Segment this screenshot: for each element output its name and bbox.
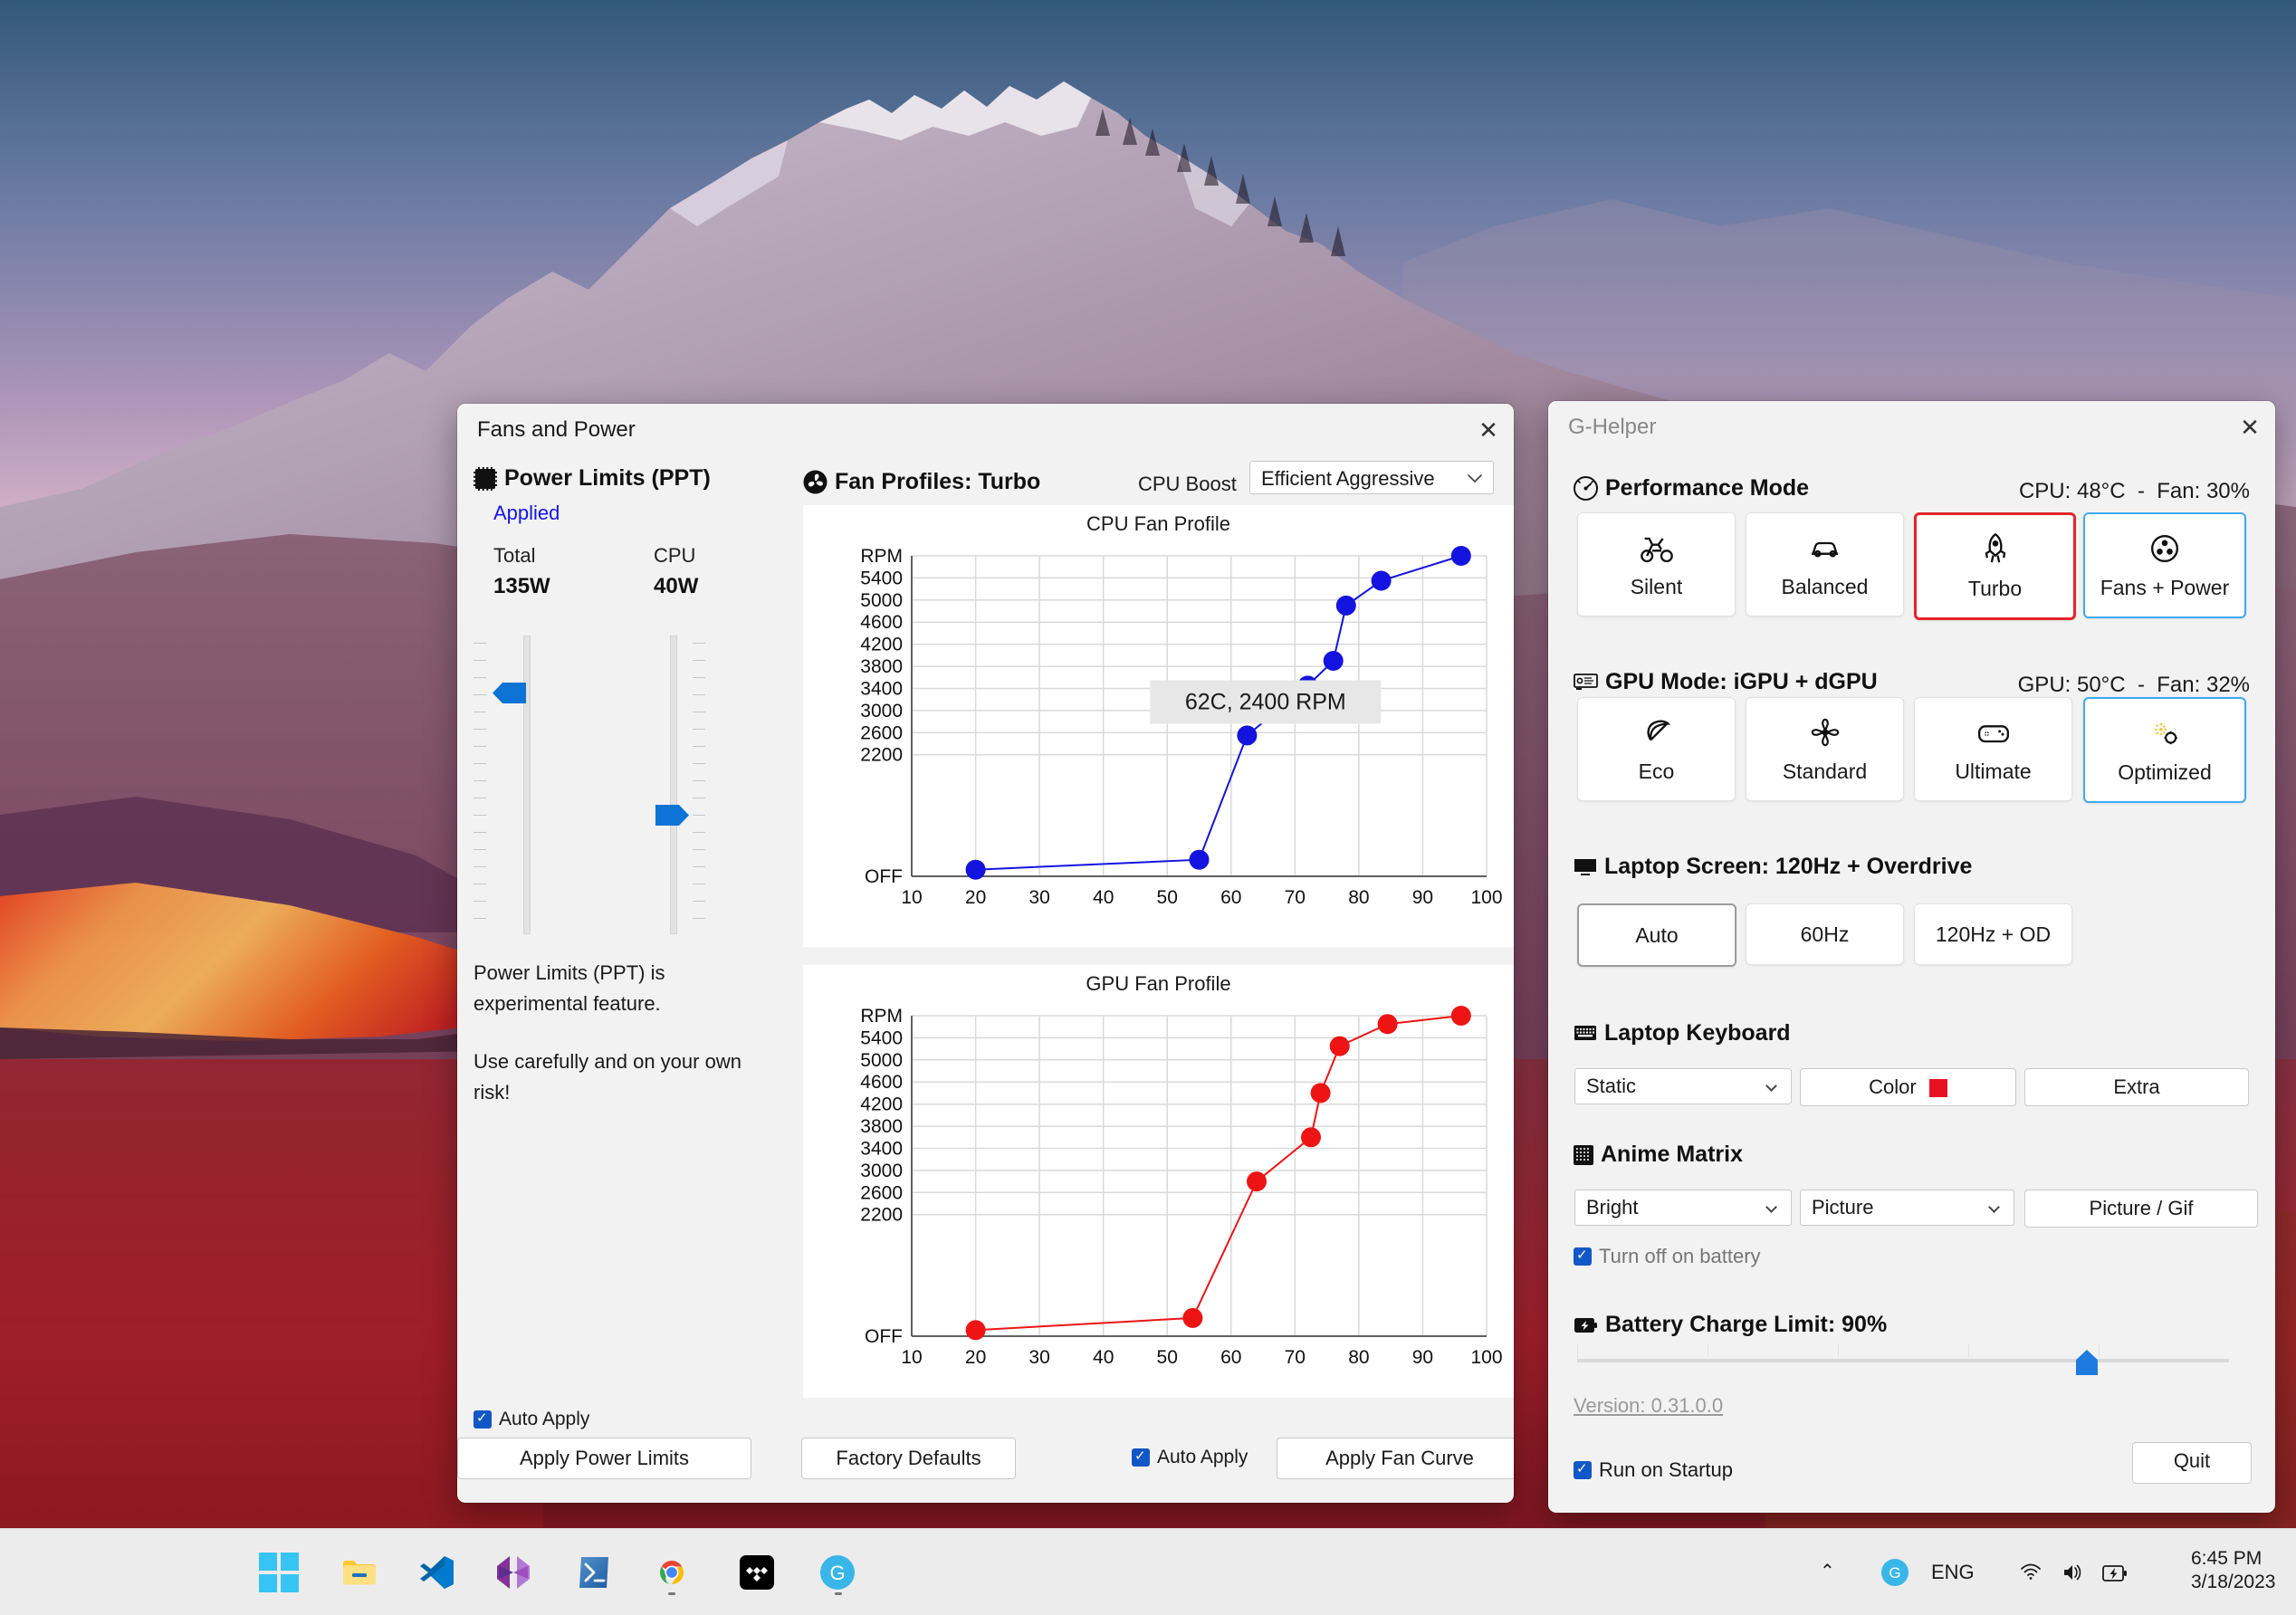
svg-text:3000: 3000 — [860, 1161, 903, 1181]
svg-text:62C, 2400 RPM: 62C, 2400 RPM — [1185, 690, 1346, 715]
svg-text:3000: 3000 — [860, 701, 903, 721]
svg-text:5000: 5000 — [860, 1050, 903, 1071]
svg-text:90: 90 — [1412, 887, 1433, 908]
svg-text:G: G — [829, 1562, 845, 1584]
svg-text:4600: 4600 — [860, 612, 903, 633]
svg-text:80: 80 — [1348, 887, 1369, 908]
svg-text:4200: 4200 — [860, 635, 903, 655]
svg-text:50: 50 — [1157, 887, 1178, 908]
svg-text:30: 30 — [1028, 887, 1049, 908]
svg-text:3400: 3400 — [860, 679, 903, 700]
svg-text:70: 70 — [1285, 887, 1306, 908]
svg-text:50: 50 — [1157, 1347, 1178, 1368]
svg-text:5400: 5400 — [860, 1027, 903, 1048]
svg-text:OFF: OFF — [865, 866, 903, 887]
svg-text:80: 80 — [1348, 1347, 1369, 1368]
svg-text:20: 20 — [965, 887, 986, 908]
svg-text:100: 100 — [1470, 1347, 1502, 1368]
svg-text:OFF: OFF — [865, 1326, 903, 1347]
svg-text:GPU Fan Profile: GPU Fan Profile — [1086, 972, 1230, 995]
svg-text:40: 40 — [1093, 887, 1114, 908]
svg-text:RPM: RPM — [860, 1006, 903, 1027]
svg-text:3400: 3400 — [860, 1139, 903, 1160]
svg-text:2600: 2600 — [860, 1182, 903, 1203]
svg-text:5400: 5400 — [860, 568, 903, 588]
svg-text:70: 70 — [1285, 1347, 1306, 1368]
svg-text:2200: 2200 — [860, 1205, 903, 1226]
svg-text:10: 10 — [901, 1347, 922, 1368]
svg-text:5000: 5000 — [860, 590, 903, 611]
svg-text:60: 60 — [1220, 887, 1241, 908]
svg-text:CPU Fan Profile: CPU Fan Profile — [1086, 512, 1230, 535]
svg-text:2200: 2200 — [860, 745, 903, 766]
svg-text:90: 90 — [1412, 1347, 1433, 1368]
svg-text:30: 30 — [1028, 1347, 1049, 1368]
svg-text:10: 10 — [901, 887, 922, 908]
svg-text:4600: 4600 — [860, 1072, 903, 1093]
svg-text:G: G — [1889, 1564, 1900, 1582]
svg-text:4200: 4200 — [860, 1094, 903, 1115]
svg-text:20: 20 — [965, 1347, 986, 1368]
svg-text:2600: 2600 — [860, 722, 903, 743]
svg-text:60: 60 — [1220, 1347, 1241, 1368]
svg-text:100: 100 — [1470, 887, 1502, 908]
svg-text:RPM: RPM — [860, 546, 903, 567]
svg-text:3800: 3800 — [860, 656, 903, 677]
svg-text:40: 40 — [1093, 1347, 1114, 1368]
svg-text:3800: 3800 — [860, 1116, 903, 1137]
